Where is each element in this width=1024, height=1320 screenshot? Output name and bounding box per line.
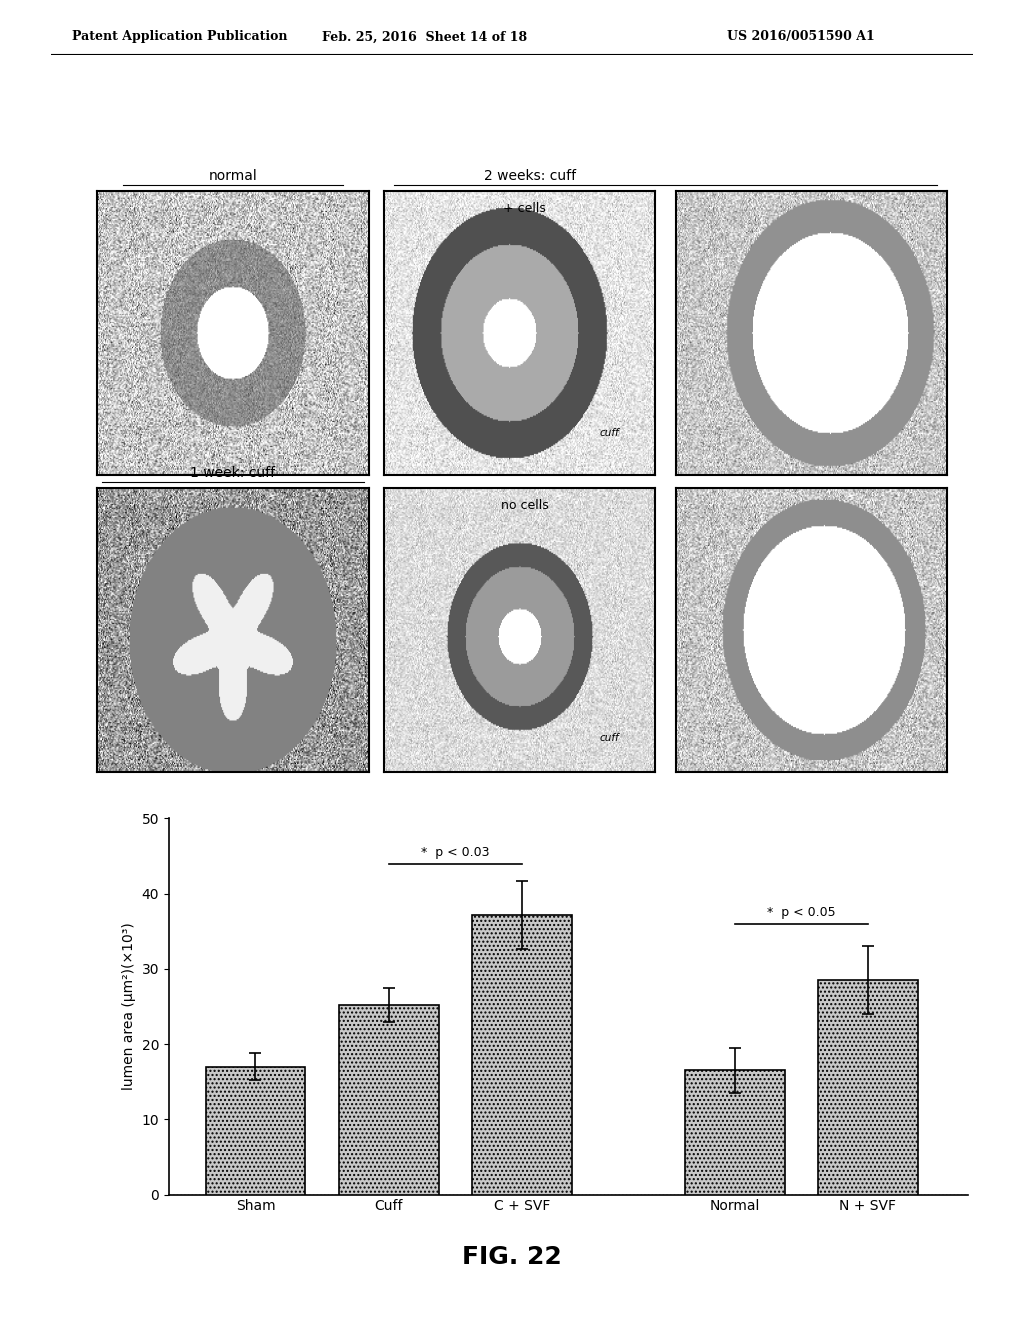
Bar <box>339 1005 438 1195</box>
Text: cuff: cuff <box>599 733 618 743</box>
Text: 1 week: cuff: 1 week: cuff <box>190 466 275 480</box>
Text: cuff: cuff <box>599 428 618 438</box>
Text: US 2016/0051590 A1: US 2016/0051590 A1 <box>727 30 874 44</box>
Y-axis label: lumen area (μm²)(×10³): lumen area (μm²)(×10³) <box>122 923 136 1090</box>
Text: Feb. 25, 2016  Sheet 14 of 18: Feb. 25, 2016 Sheet 14 of 18 <box>323 30 527 44</box>
Bar <box>472 915 571 1195</box>
Bar <box>818 981 918 1195</box>
Text: Patent Application Publication: Patent Application Publication <box>72 30 287 44</box>
Text: *  p < 0.05: * p < 0.05 <box>767 907 836 919</box>
Text: FIG. 22: FIG. 22 <box>462 1245 562 1269</box>
Text: normal: normal <box>209 169 257 183</box>
Text: 2 weeks: cuff: 2 weeks: cuff <box>484 169 575 183</box>
Text: *  p < 0.03: * p < 0.03 <box>421 846 489 859</box>
Bar <box>685 1071 784 1195</box>
Text: no cells: no cells <box>501 499 549 512</box>
Bar <box>206 1067 305 1195</box>
Text: + cells: + cells <box>504 202 546 215</box>
